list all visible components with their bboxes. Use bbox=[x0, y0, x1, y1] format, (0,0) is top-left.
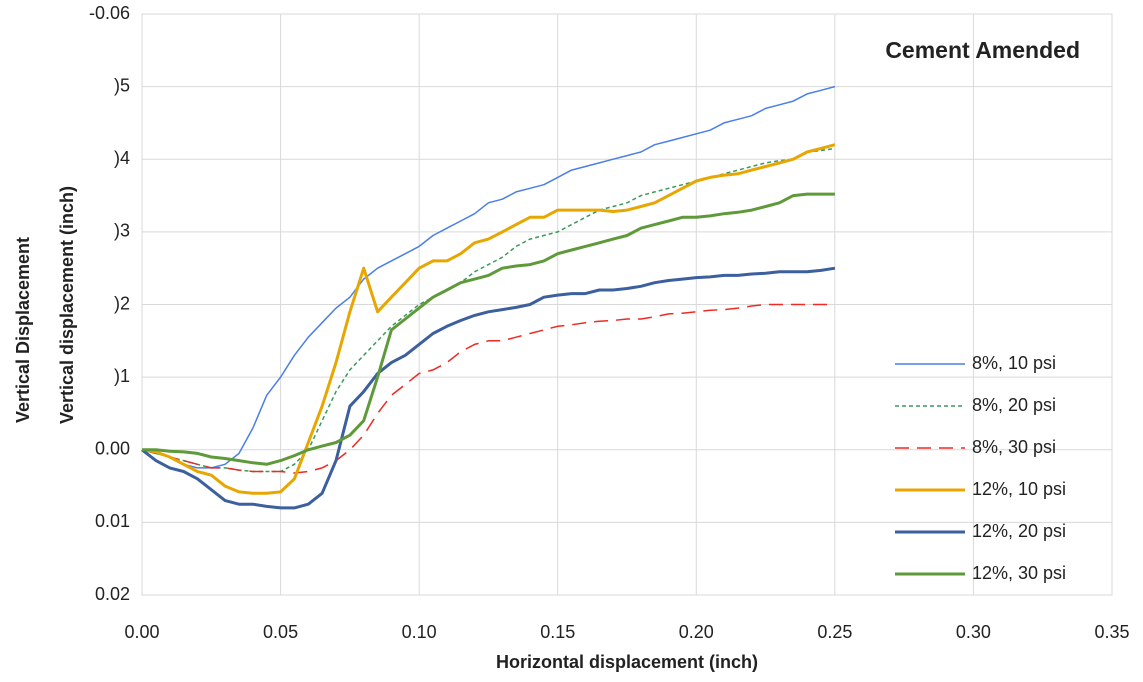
chart-title: Cement Amended bbox=[885, 37, 1080, 63]
data-line bbox=[141, 85, 836, 469]
data-line bbox=[142, 192, 835, 466]
y-tick-label: 0.02 bbox=[95, 584, 130, 604]
y-tick-label: )3 bbox=[114, 221, 130, 241]
legend-label: 12%, 30 psi bbox=[972, 563, 1066, 583]
data-line bbox=[141, 303, 835, 474]
data-line bbox=[141, 266, 836, 510]
y-tick-label: 0.00 bbox=[95, 439, 130, 459]
legend-label: 12%, 20 psi bbox=[972, 521, 1066, 541]
x-axis-label: Horizontal displacement (inch) bbox=[496, 652, 758, 672]
y-tick-label: )2 bbox=[114, 293, 130, 313]
x-tick-label: 0.35 bbox=[1094, 622, 1129, 642]
y-tick-label: -0.06 bbox=[89, 3, 130, 23]
plot-frame bbox=[141, 13, 1113, 596]
y-tick-label: )4 bbox=[114, 148, 130, 168]
y-tick-label: 0.01 bbox=[95, 511, 130, 531]
y-axis-label: Vertical displacement (inch) bbox=[57, 186, 77, 424]
x-tick-label: 0.15 bbox=[540, 622, 575, 642]
legend-label: 8%, 10 psi bbox=[972, 353, 1056, 373]
x-tick-label: 0.00 bbox=[124, 622, 159, 642]
x-tick-label: 0.10 bbox=[402, 622, 437, 642]
y-axis-label-behind: Vertical Displacement bbox=[13, 237, 33, 423]
data-line bbox=[141, 143, 836, 495]
legend-label: 12%, 10 psi bbox=[972, 479, 1066, 499]
y-tick-label: )5 bbox=[114, 75, 130, 95]
data-line bbox=[141, 147, 836, 473]
x-tick-label: 0.20 bbox=[679, 622, 714, 642]
x-tick-label: 0.25 bbox=[817, 622, 852, 642]
legend-label: 8%, 20 psi bbox=[972, 395, 1056, 415]
x-tick-label: 0.05 bbox=[263, 622, 298, 642]
x-tick-label: 0.30 bbox=[956, 622, 991, 642]
y-tick-label: )1 bbox=[114, 366, 130, 386]
legend-label: 8%, 30 psi bbox=[972, 437, 1056, 457]
